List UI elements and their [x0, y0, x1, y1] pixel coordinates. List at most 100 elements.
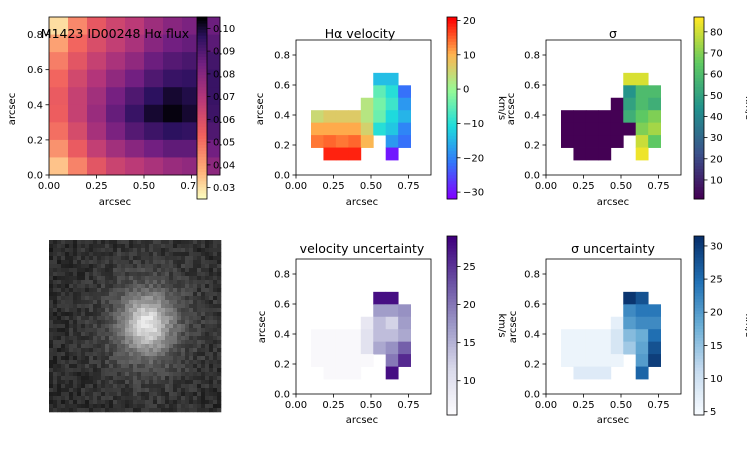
galaxy-image-pixel: [97, 296, 102, 301]
galaxy-image-pixel: [53, 400, 58, 405]
sigma-cell: [610, 122, 624, 136]
sig_unc-colorbar-step: [694, 385, 704, 389]
galaxy-image-pixel: [173, 300, 178, 305]
galaxy-image-pixel: [105, 248, 110, 253]
galaxy-image-pixel: [161, 256, 166, 261]
galaxy-image-pixel: [209, 372, 214, 377]
galaxy-image-pixel: [217, 256, 222, 261]
galaxy-image-pixel: [57, 276, 62, 281]
galaxy-image-pixel: [101, 272, 106, 277]
galaxy-image-pixel: [133, 348, 138, 353]
galaxy-image-pixel: [193, 384, 198, 389]
galaxy-image-pixel: [201, 252, 206, 257]
galaxy-image-pixel: [177, 312, 182, 317]
galaxy-image-pixel: [97, 332, 102, 337]
flux-cell: [163, 52, 183, 71]
galaxy-image-pixel: [209, 344, 214, 349]
galaxy-image-pixel: [125, 272, 130, 277]
flux-cell: [163, 104, 183, 123]
galaxy-image-pixel: [113, 400, 118, 405]
galaxy-image-pixel: [185, 252, 190, 257]
galaxy-image-pixel: [213, 252, 218, 257]
galaxy-image-pixel: [169, 400, 174, 405]
sigma-colorbar-step: [694, 59, 704, 63]
galaxy-image-pixel: [145, 396, 150, 401]
flux-cell: [49, 139, 69, 158]
galaxy-image-pixel: [181, 300, 186, 305]
galaxy-image-pixel: [165, 288, 170, 293]
galaxy-image-pixel: [209, 352, 214, 357]
galaxy-image-pixel: [49, 320, 54, 325]
galaxy-image-pixel: [193, 320, 198, 325]
galaxy-image-pixel: [149, 400, 154, 405]
galaxy-image-pixel: [149, 368, 154, 373]
galaxy-image-pixel: [161, 380, 166, 385]
galaxy-image-pixel: [129, 404, 134, 409]
galaxy-image-pixel: [81, 328, 86, 333]
velocity-xtick-label: 0.50: [360, 181, 382, 192]
galaxy-image-pixel: [93, 252, 98, 257]
galaxy-image-pixel: [113, 268, 118, 273]
vel_unc-colorbar-step: [447, 388, 457, 392]
galaxy-image-pixel: [89, 264, 94, 269]
galaxy-image-pixel: [173, 364, 178, 369]
galaxy-image-pixel: [213, 308, 218, 313]
sig_unc-colorbar-step: [694, 340, 704, 344]
galaxy-image-pixel: [121, 336, 126, 341]
sigma-cell: [635, 135, 649, 148]
sig_unc-ytick-label: 0.6: [524, 300, 540, 311]
galaxy-image-pixel: [169, 276, 174, 281]
galaxy-image-pixel: [133, 256, 138, 261]
flux-cell: [163, 139, 183, 158]
galaxy-image-pixel: [53, 404, 58, 409]
galaxy-image-pixel: [125, 372, 130, 377]
galaxy-image-pixel: [117, 304, 122, 309]
galaxy-image-pixel: [121, 404, 126, 409]
galaxy-image-pixel: [201, 332, 206, 337]
galaxy-image-pixel: [101, 336, 106, 341]
sig_unc-colorbar-step: [694, 355, 704, 359]
galaxy-image-pixel: [117, 324, 122, 329]
galaxy-image-pixel: [169, 308, 174, 313]
galaxy-image-pixel: [209, 364, 214, 369]
flux-cell: [144, 52, 164, 71]
sigma-colorbar-step: [694, 186, 704, 191]
galaxy-image-pixel: [181, 252, 186, 257]
galaxy-image-pixel: [105, 368, 110, 373]
galaxy-image-pixel: [101, 392, 106, 397]
velocity-colorbar-step: [447, 83, 457, 88]
galaxy-image-pixel: [133, 376, 138, 381]
galaxy-image-pixel: [189, 396, 194, 401]
flux-colorbar-step: [197, 29, 207, 33]
sig_unc-colorbar-step: [694, 301, 704, 306]
galaxy-image-pixel: [165, 348, 170, 353]
sig_unc-colorbar-tick-label: 20: [710, 308, 723, 319]
galaxy-image-pixel: [213, 368, 218, 373]
galaxy-image-pixel: [65, 380, 70, 385]
galaxy-image-pixel: [57, 312, 62, 317]
galaxy-image-pixel: [177, 344, 182, 349]
galaxy-image-pixel: [189, 392, 194, 397]
galaxy-image-pixel: [89, 400, 94, 405]
galaxy-image-pixel: [197, 356, 202, 361]
galaxy-image-pixel: [213, 380, 218, 385]
galaxy-image-pixel: [213, 244, 218, 249]
galaxy-image-pixel: [85, 408, 90, 413]
galaxy-image-pixel: [125, 404, 130, 409]
sigma-colorbar-step: [694, 195, 704, 200]
galaxy-image-pixel: [89, 408, 94, 413]
galaxy-image-pixel: [93, 392, 98, 397]
galaxy-image-pixel: [125, 360, 130, 365]
galaxy-image-pixel: [149, 380, 154, 385]
galaxy-image-pixel: [101, 264, 106, 269]
galaxy-image-pixel: [145, 308, 150, 313]
vel_unc-colorbar-step: [447, 250, 457, 255]
sigma-colorbar-step: [694, 135, 704, 139]
galaxy-image-pixel: [77, 364, 82, 369]
galaxy-image-pixel: [113, 296, 118, 301]
galaxy-image-pixel: [77, 344, 82, 349]
vel_unc-colorbar-step: [447, 394, 457, 398]
galaxy-image-pixel: [89, 292, 94, 297]
galaxy-image-pixel: [169, 240, 174, 245]
